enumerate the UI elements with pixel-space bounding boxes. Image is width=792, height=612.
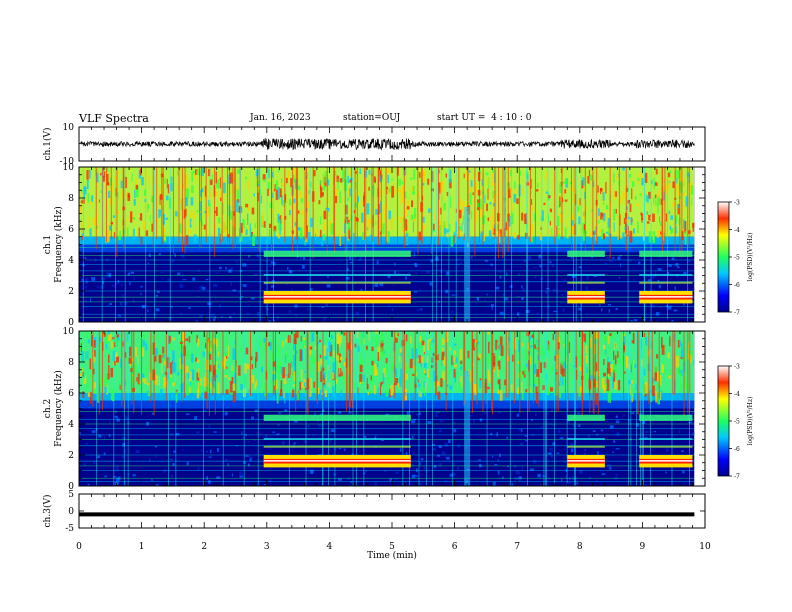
xtick-label: 4 — [327, 542, 333, 552]
xtick-label: 3 — [264, 542, 270, 552]
sferic-column — [464, 371, 471, 486]
ytick-label-w1: -10 — [60, 157, 75, 167]
spec-transition-2 — [79, 400, 695, 409]
ytick-label-s2: 4 — [68, 420, 74, 430]
colorbar-tick-s2: -3 — [734, 364, 740, 371]
ytick-label-s1: 6 — [68, 225, 74, 235]
ytick-label-w3: 0 — [68, 507, 74, 517]
ylabel-s2-frequency: Frequency (kHz) — [53, 370, 64, 447]
ylabel-s1-channel: ch.1 — [43, 235, 53, 254]
ytick-label-s1: 8 — [68, 194, 74, 204]
sferic-column — [464, 207, 471, 322]
ytick-label-s1: 2 — [68, 287, 74, 297]
emission-upper — [567, 250, 605, 257]
emission-upper — [567, 414, 605, 421]
axes-layer — [78, 126, 732, 529]
ytick-label-s1: 10 — [63, 163, 75, 173]
ylabel-s2-channel: ch.2 — [43, 399, 53, 418]
ytick-label-s2: 0 — [68, 482, 74, 492]
colorbar-s1 — [717, 201, 730, 313]
ytick-label-w1: 10 — [63, 123, 75, 133]
colorbar-tick-s1: -4 — [734, 227, 740, 234]
colorbar-label-s2: log(PSD)(V²/Hz) — [747, 397, 754, 446]
colorbar-tick-s2: -5 — [734, 419, 740, 426]
xtick-label: 10 — [699, 542, 711, 552]
date-label: Jan. 16, 2023 — [250, 113, 311, 123]
xtick-label: 1 — [139, 542, 145, 552]
colorbar-s2 — [717, 365, 730, 477]
xtick-label: 2 — [201, 542, 207, 552]
ytick-label-s2: 8 — [68, 358, 74, 368]
emission-upper — [263, 414, 411, 421]
xtick-label: 7 — [514, 542, 520, 552]
colorbar-tick-s1: -7 — [734, 310, 740, 317]
ylabel-s1-frequency: Frequency (kHz) — [53, 206, 64, 283]
emission-upper — [263, 250, 411, 257]
xaxis-label: Time (min) — [367, 550, 417, 561]
colorbar-tick-s1: -6 — [734, 282, 740, 289]
xtick-label: 0 — [76, 542, 82, 552]
spectrogram-ch1 — [79, 167, 695, 322]
spec-transition — [79, 393, 695, 401]
ytick-label-w3: -5 — [65, 524, 74, 534]
colorbar-tick-s2: -4 — [734, 391, 740, 398]
colorbar-label-s1: log(PSD)(V²/Hz) — [747, 233, 754, 282]
data-layer — [78, 137, 695, 517]
plot-title: VLF Spectra — [79, 112, 149, 125]
start-time-label: start UT = 4 : 10 : 0 — [437, 113, 532, 123]
xtick-label: 8 — [577, 542, 583, 552]
ytick-label-s1: 4 — [68, 256, 74, 266]
ytick-label-w3: 5 — [68, 490, 74, 500]
colorbar-tick-s2: -7 — [734, 474, 740, 481]
emission-upper — [639, 414, 693, 421]
ylabel-w1: ch.1(V) — [42, 128, 53, 161]
spectrogram-ch2 — [79, 331, 695, 486]
xtick-label: 6 — [452, 542, 458, 552]
xtick-label: 9 — [640, 542, 646, 552]
colorbar-tick-s1: -5 — [734, 255, 740, 262]
colorbar-tick-s1: -3 — [734, 200, 740, 207]
ytick-label-s1: 0 — [68, 318, 74, 328]
ytick-label-s2: 10 — [63, 327, 75, 337]
station-label: station=OUJ — [343, 113, 401, 123]
ytick-label-s2: 2 — [68, 451, 74, 461]
emission-upper — [639, 250, 693, 257]
colorbar-tick-s2: -6 — [734, 446, 740, 453]
xtick-label: 5 — [389, 542, 395, 552]
ylabel-w3: ch.3(V) — [42, 495, 53, 528]
ytick-label-s2: 6 — [68, 389, 74, 399]
spec-transition-2 — [79, 244, 695, 253]
ch1-waveform-trace — [78, 137, 695, 151]
